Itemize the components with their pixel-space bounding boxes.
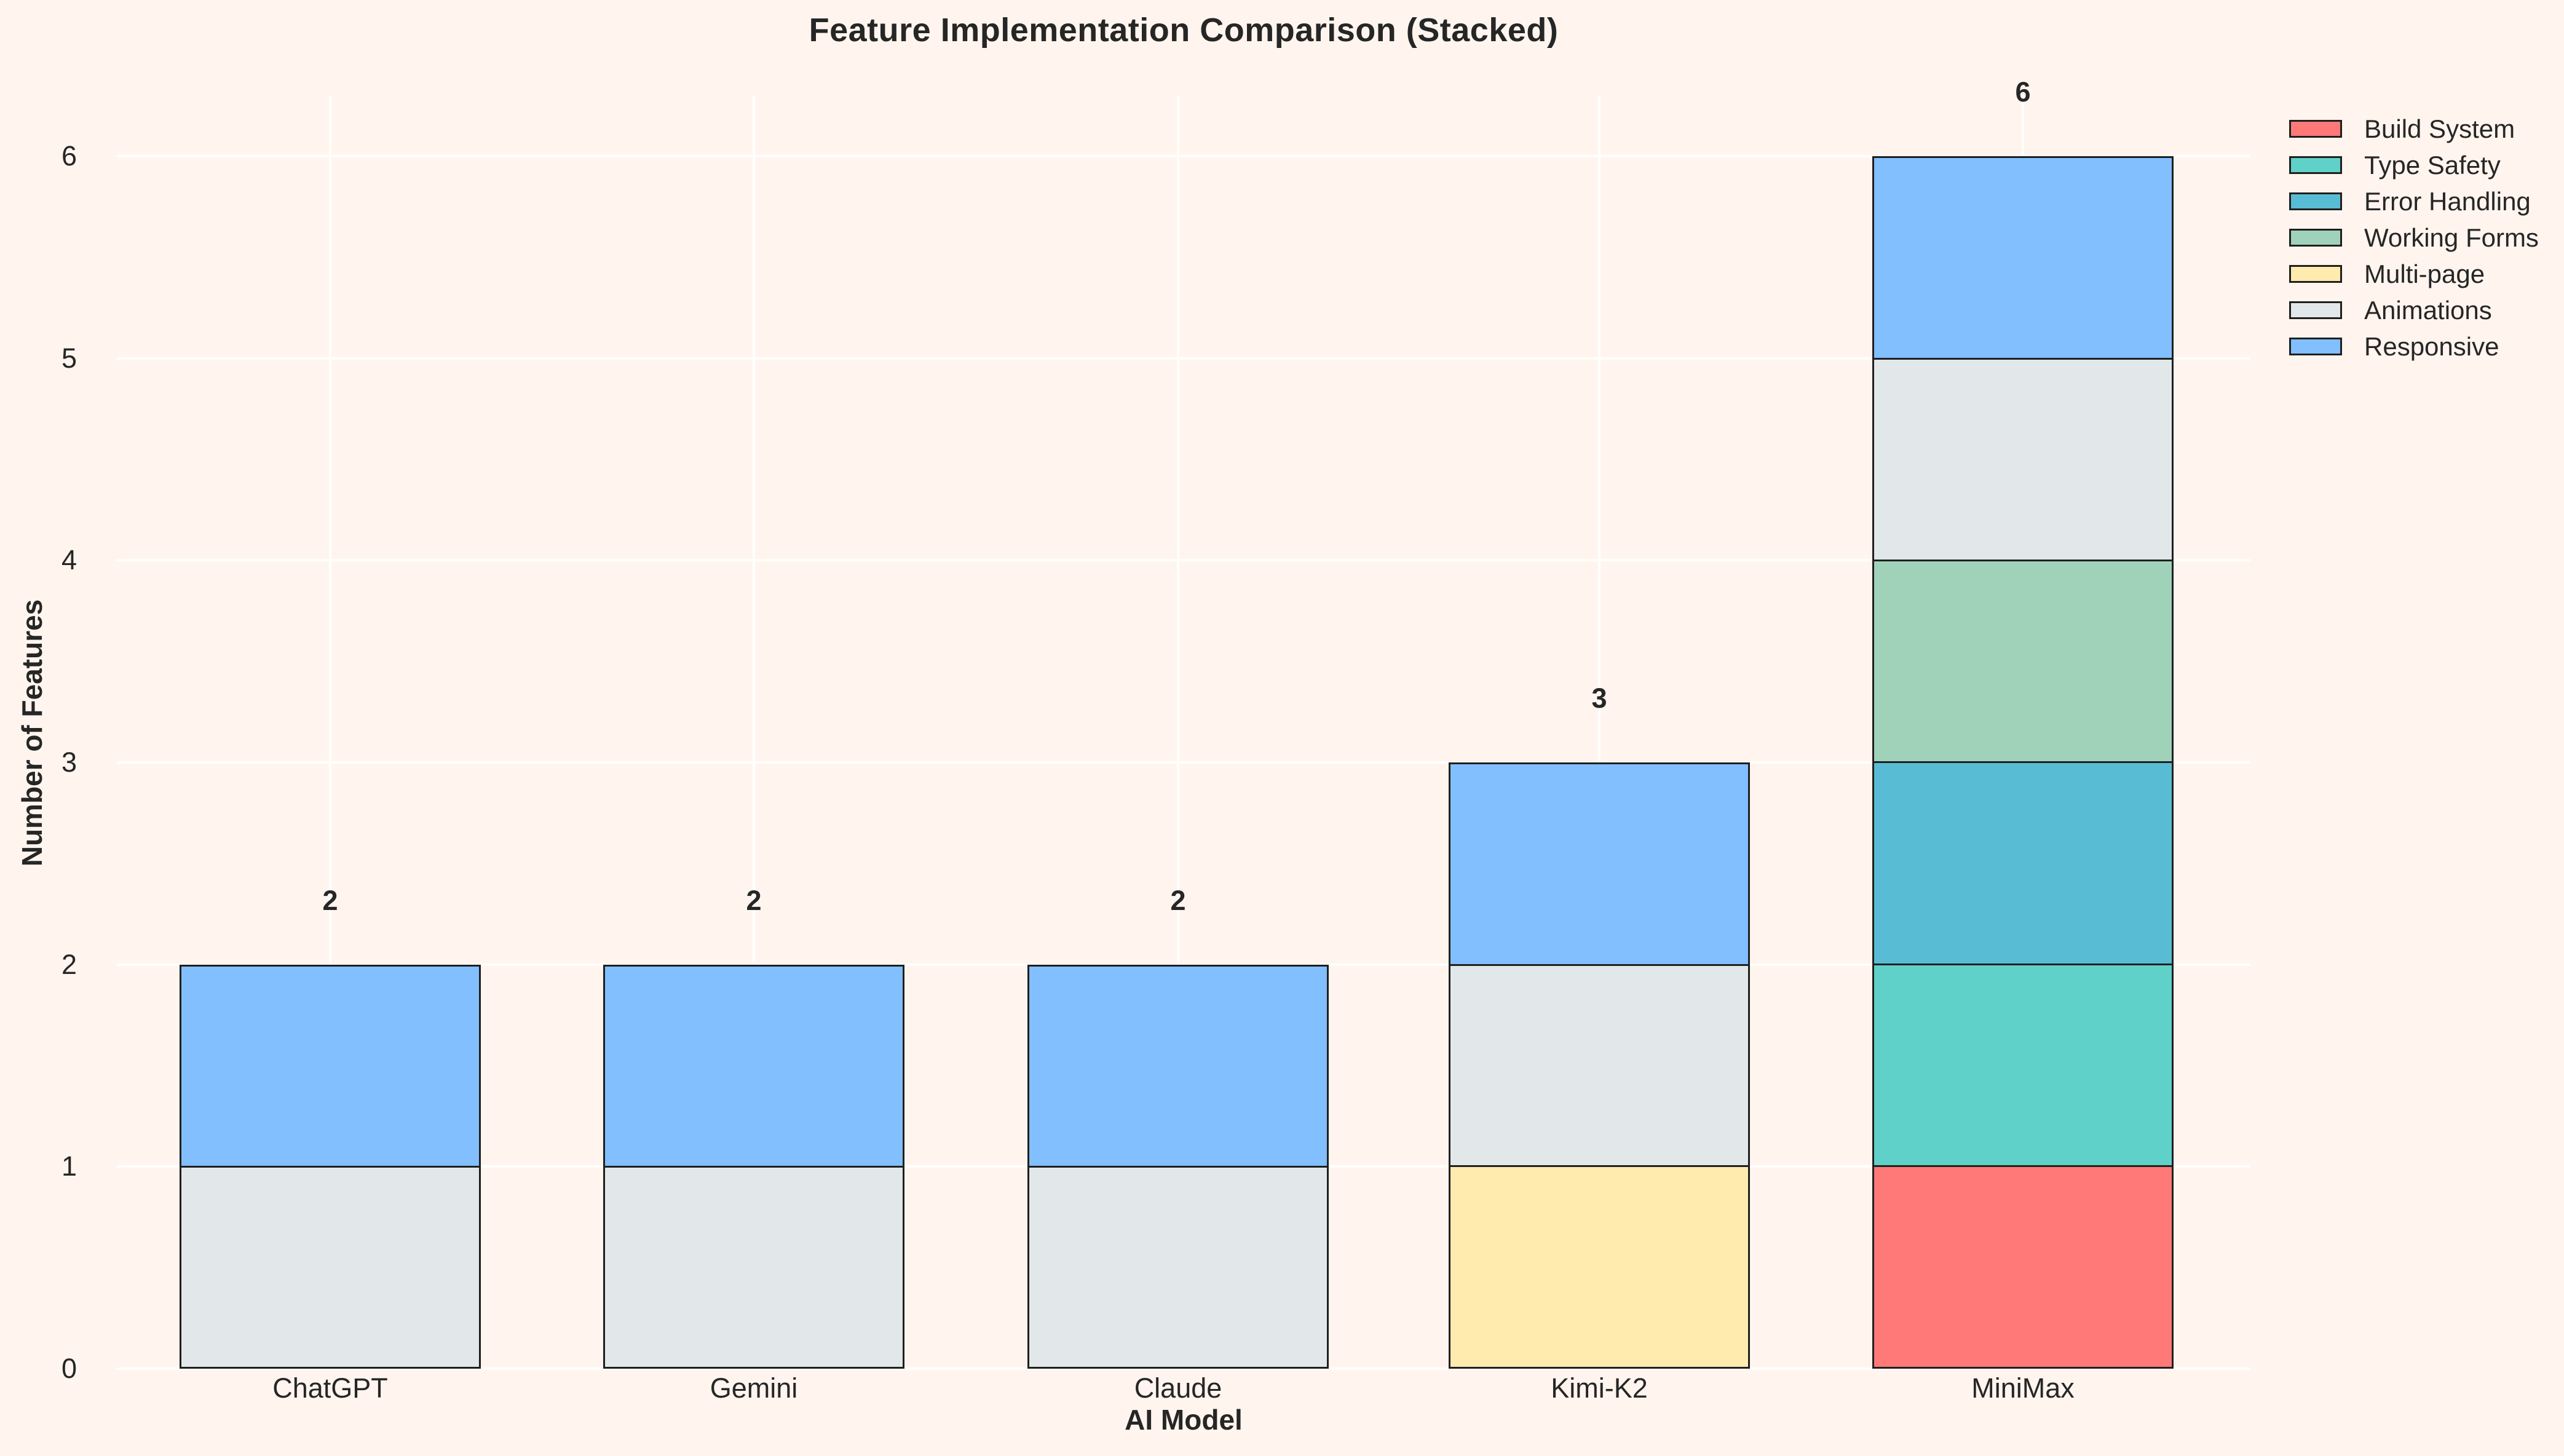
bar-total-label: 2: [1170, 884, 1186, 916]
bar-minimax: [1872, 156, 2174, 1369]
bar-segment-animations: [181, 1165, 479, 1367]
legend-swatch: [2289, 192, 2342, 210]
legend-label: Type Safety: [2364, 151, 2501, 180]
bar-segment-responsive: [1450, 764, 1748, 964]
bar-segment-responsive: [1874, 157, 2172, 358]
v-gridline: [329, 95, 331, 1369]
legend-item-error-handling: Error Handling: [2289, 183, 2531, 220]
legend-swatch: [2289, 229, 2342, 247]
h-gridline: [117, 559, 2250, 562]
legend-item-build-system: Build System: [2289, 111, 2515, 147]
x-tick-label: ChatGPT: [272, 1372, 388, 1404]
legend-item-multi-page: Multi-page: [2289, 256, 2485, 292]
legend-swatch: [2289, 156, 2342, 174]
bar-total-label: 2: [322, 884, 338, 916]
v-gridline: [1598, 95, 1601, 1369]
v-gridline: [1177, 95, 1179, 1369]
legend-swatch: [2289, 338, 2342, 355]
bar-chatgpt: [180, 964, 481, 1369]
h-gridline: [117, 761, 2250, 764]
bar-gemini: [603, 964, 904, 1369]
bar-segment-animations: [605, 1165, 903, 1367]
bar-segment-responsive: [1029, 966, 1327, 1166]
x-tick-label: Gemini: [710, 1372, 798, 1404]
bar-segment-error-handling: [1874, 761, 2172, 963]
v-gridline: [753, 95, 755, 1369]
x-tick-label: Kimi-K2: [1551, 1372, 1648, 1404]
legend-swatch: [2289, 301, 2342, 319]
legend-swatch: [2289, 265, 2342, 283]
legend-item-responsive: Responsive: [2289, 328, 2499, 365]
bar-claude: [1027, 964, 1329, 1369]
legend-label: Build System: [2364, 114, 2515, 143]
y-tick-label: 1: [61, 1150, 77, 1182]
legend-item-type-safety: Type Safety: [2289, 147, 2501, 183]
h-gridline: [117, 154, 2250, 157]
x-tick-label: Claude: [1134, 1372, 1222, 1404]
legend-swatch: [2289, 120, 2342, 138]
legend-label: Responsive: [2364, 332, 2499, 361]
legend-label: Working Forms: [2364, 223, 2539, 252]
bar-segment-animations: [1874, 358, 2172, 560]
h-gridline: [117, 1367, 2250, 1370]
y-tick-label: 4: [61, 544, 77, 576]
x-axis-label: AI Model: [1125, 1404, 1243, 1436]
legend-label: Animations: [2364, 296, 2492, 325]
chart-title: Feature Implementation Comparison (Stack…: [809, 12, 1559, 49]
bar-segment-type-safety: [1874, 963, 2172, 1165]
bar-segment-animations: [1450, 963, 1748, 1166]
y-tick-label: 0: [61, 1353, 77, 1384]
y-tick-label: 2: [61, 948, 77, 980]
bar-segment-animations: [1029, 1165, 1327, 1367]
bar-total-label: 2: [746, 884, 762, 916]
bar-segment-multi-page: [1450, 1165, 1748, 1367]
legend-item-working-forms: Working Forms: [2289, 220, 2539, 256]
y-tick-label: 6: [61, 140, 77, 172]
legend-item-animations: Animations: [2289, 292, 2492, 328]
y-tick-label: 3: [61, 746, 77, 778]
bar-segment-build-system: [1874, 1165, 2172, 1367]
bar-segment-responsive: [605, 966, 903, 1166]
x-tick-label: MiniMax: [1971, 1372, 2075, 1404]
h-gridline: [117, 357, 2250, 360]
bar-segment-responsive: [181, 966, 479, 1166]
y-axis-label: Number of Features: [16, 599, 48, 867]
bar-total-label: 3: [1591, 682, 1607, 714]
bar-kimi-k2: [1449, 762, 1750, 1369]
legend-label: Error Handling: [2364, 187, 2531, 216]
bar-segment-working-forms: [1874, 560, 2172, 762]
y-tick-label: 5: [61, 342, 77, 374]
bar-total-label: 6: [2015, 76, 2031, 108]
legend-label: Multi-page: [2364, 259, 2485, 288]
